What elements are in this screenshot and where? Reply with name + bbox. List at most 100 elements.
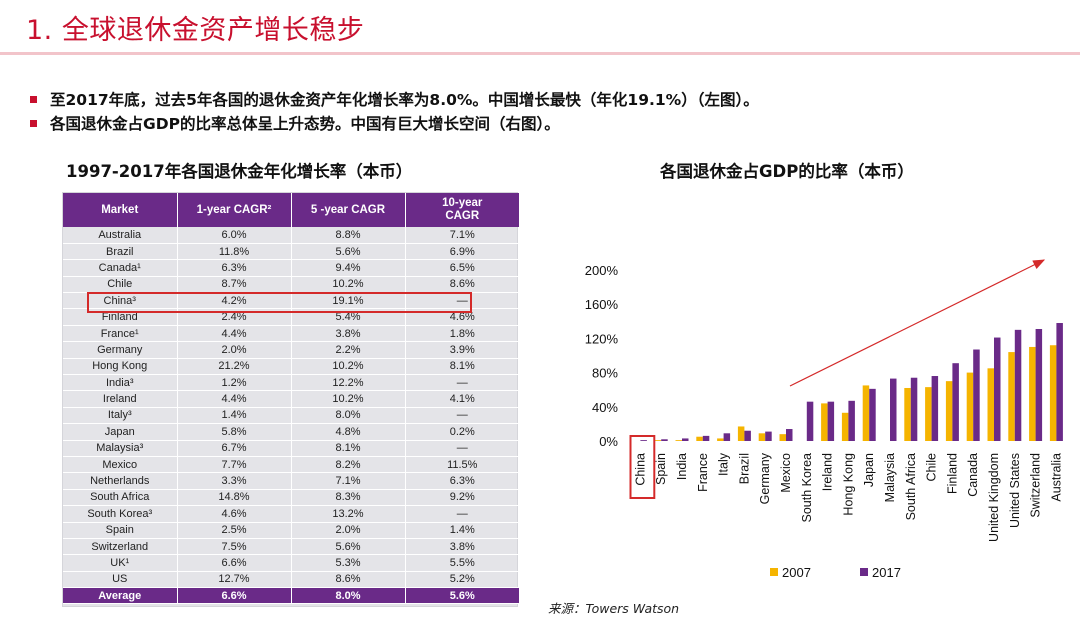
cagr-cell: 2.2% (291, 341, 406, 359)
bar-2017 (702, 435, 710, 441)
x-category-label: United States (1008, 453, 1022, 528)
x-category-label: South Korea (800, 453, 814, 523)
x-category-label: India (675, 453, 689, 480)
cagr-cell: 11.5% (405, 456, 519, 474)
cagr-cell: 6.9% (405, 243, 519, 261)
bar-2017 (640, 440, 647, 441)
bar-2007 (904, 387, 911, 441)
header-1yr: 1-year CAGR² (177, 193, 292, 227)
header-market: Market (63, 193, 178, 227)
cagr-cell: 1.2% (177, 374, 292, 392)
bar-2017 (994, 337, 1001, 441)
table-row: Switzerland 7.5% 5.6% 3.8% (63, 538, 519, 556)
cagr-cell: 1.8% (405, 325, 519, 343)
y-tick-label: 160% (585, 297, 619, 312)
cagr-cell: 3.8% (291, 325, 406, 343)
market-cell: India³ (63, 374, 178, 392)
bar-2007 (841, 412, 849, 441)
chart-title: 各国退休金占GDP的比率（本币） (660, 162, 914, 181)
cagr-table: Market 1-year CAGR² 5 -year CAGR 10-year… (63, 193, 519, 605)
bar-2017 (869, 388, 876, 441)
china-highlight-box (629, 435, 656, 499)
cagr-cell: 5.8% (177, 423, 292, 441)
bar-2017 (890, 378, 897, 441)
table-row: France¹ 4.4% 3.8% 1.8% (63, 325, 519, 343)
market-cell: Finland (63, 308, 178, 326)
legend-swatch-2017 (860, 568, 868, 576)
table-row: India³ 1.2% 12.2% — (63, 374, 519, 392)
market-cell: Netherlands (63, 472, 178, 490)
cagr-cell: 2.4% (177, 308, 292, 326)
table-row: South Korea³ 4.6% 13.2% — (63, 505, 519, 523)
market-cell: Chile (63, 276, 178, 294)
table-row: Italy³ 1.4% 8.0% — (63, 407, 519, 425)
table-row: Mexico 7.7% 8.2% 11.5% (63, 456, 519, 474)
x-category-label: Switzerland (1029, 453, 1043, 518)
legend-label: 2017 (872, 565, 901, 580)
x-category-label: United Kingdom (987, 453, 1001, 542)
market-cell: Australia (63, 227, 178, 244)
market-cell: Italy³ (63, 407, 178, 425)
table-row: Canada¹ 6.3% 9.4% 6.5% (63, 259, 519, 277)
cagr-cell: 10.2% (291, 358, 406, 376)
cagr-cell: 8.6% (291, 571, 406, 589)
table-row: Ireland 4.4% 10.2% 4.1% (63, 390, 519, 408)
bar-2017 (661, 439, 668, 441)
table-row: Finland 2.4% 5.4% 4.6% (63, 308, 519, 326)
bar-2017 (786, 429, 793, 441)
cagr-cell: 5.6% (291, 243, 406, 261)
table-row: UK¹ 6.6% 5.3% 5.5% (63, 554, 519, 572)
cagr-cell: 1.4% (405, 522, 519, 539)
cagr-cell: 4.8% (291, 423, 406, 441)
cagr-cell: 3.8% (405, 538, 519, 556)
cagr-cell: 4.4% (177, 390, 292, 408)
cagr-cell: 10.2% (291, 276, 406, 294)
market-cell: Hong Kong (63, 358, 178, 376)
table-row: Brazil 11.8% 5.6% 6.9% (63, 243, 519, 261)
cagr-cell: — (405, 505, 519, 523)
page-title: 1. 全球退休金资产增长稳步 (26, 15, 365, 46)
table-row: US 12.7% 8.6% 5.2% (63, 571, 519, 589)
bar-2007 (1029, 346, 1036, 441)
cagr-cell: 5.4% (291, 308, 406, 326)
table-average-row: Average 6.6% 8.0% 5.6% (63, 587, 519, 605)
bar-2007 (925, 387, 932, 441)
bar-2017 (1014, 329, 1022, 441)
bar-2007 (654, 440, 662, 441)
table-header-row: Market 1-year CAGR² 5 -year CAGR 10-year… (63, 193, 519, 227)
bar-2007 (987, 368, 994, 441)
x-category-label: Canada (966, 453, 980, 497)
x-category-label: Spain (654, 453, 668, 485)
market-cell: Canada¹ (63, 259, 178, 277)
table-row: Germany 2.0% 2.2% 3.9% (63, 341, 519, 359)
bar-2017 (931, 376, 939, 441)
cagr-cell: 14.8% (177, 489, 292, 507)
market-cell: Ireland (63, 390, 178, 408)
bullet-list: 至2017年底，过去5年各国的退休金资产年化增长率为8.0%。中国增长最快（年化… (30, 88, 759, 136)
cagr-cell: 6.6% (177, 554, 292, 572)
table-row: Australia 6.0% 8.8% 7.1% (63, 227, 519, 244)
table-row: China³ 4.2% 19.1% — (63, 292, 519, 310)
bullet-item: 至2017年底，过去5年各国的退休金资产年化增长率为8.0%。中国增长最快（年化… (30, 88, 759, 112)
bar-2007 (758, 433, 766, 441)
cagr-cell: 6.7% (177, 440, 292, 457)
gdp-ratio-bar-chart: 200% 160% 120% 80% 40% 0% China Spain India Franc… (585, 259, 1063, 580)
x-category-label: Hong Kong (841, 453, 855, 516)
market-cell: Brazil (63, 243, 178, 261)
table-row: Japan 5.8% 4.8% 0.2% (63, 423, 519, 441)
table-title: 1997-2017年各国退休金年化增长率（本币） (66, 162, 413, 181)
bar-2007 (821, 403, 828, 441)
bar-2007 (1049, 345, 1057, 441)
x-category-label: Italy (717, 452, 731, 476)
market-cell: South Africa (63, 489, 178, 507)
bar-2017 (682, 438, 689, 441)
bar-2017 (827, 401, 835, 441)
market-cell: Malaysia³ (63, 440, 178, 457)
market-cell: Japan (63, 423, 178, 441)
cagr-cell: 7.1% (291, 472, 406, 490)
x-category-label: China (633, 453, 647, 486)
legend-label: 2007 (782, 565, 811, 580)
bar-2007 (737, 426, 745, 441)
cagr-cell: 21.2% (177, 358, 292, 376)
market-cell: France¹ (63, 325, 178, 343)
